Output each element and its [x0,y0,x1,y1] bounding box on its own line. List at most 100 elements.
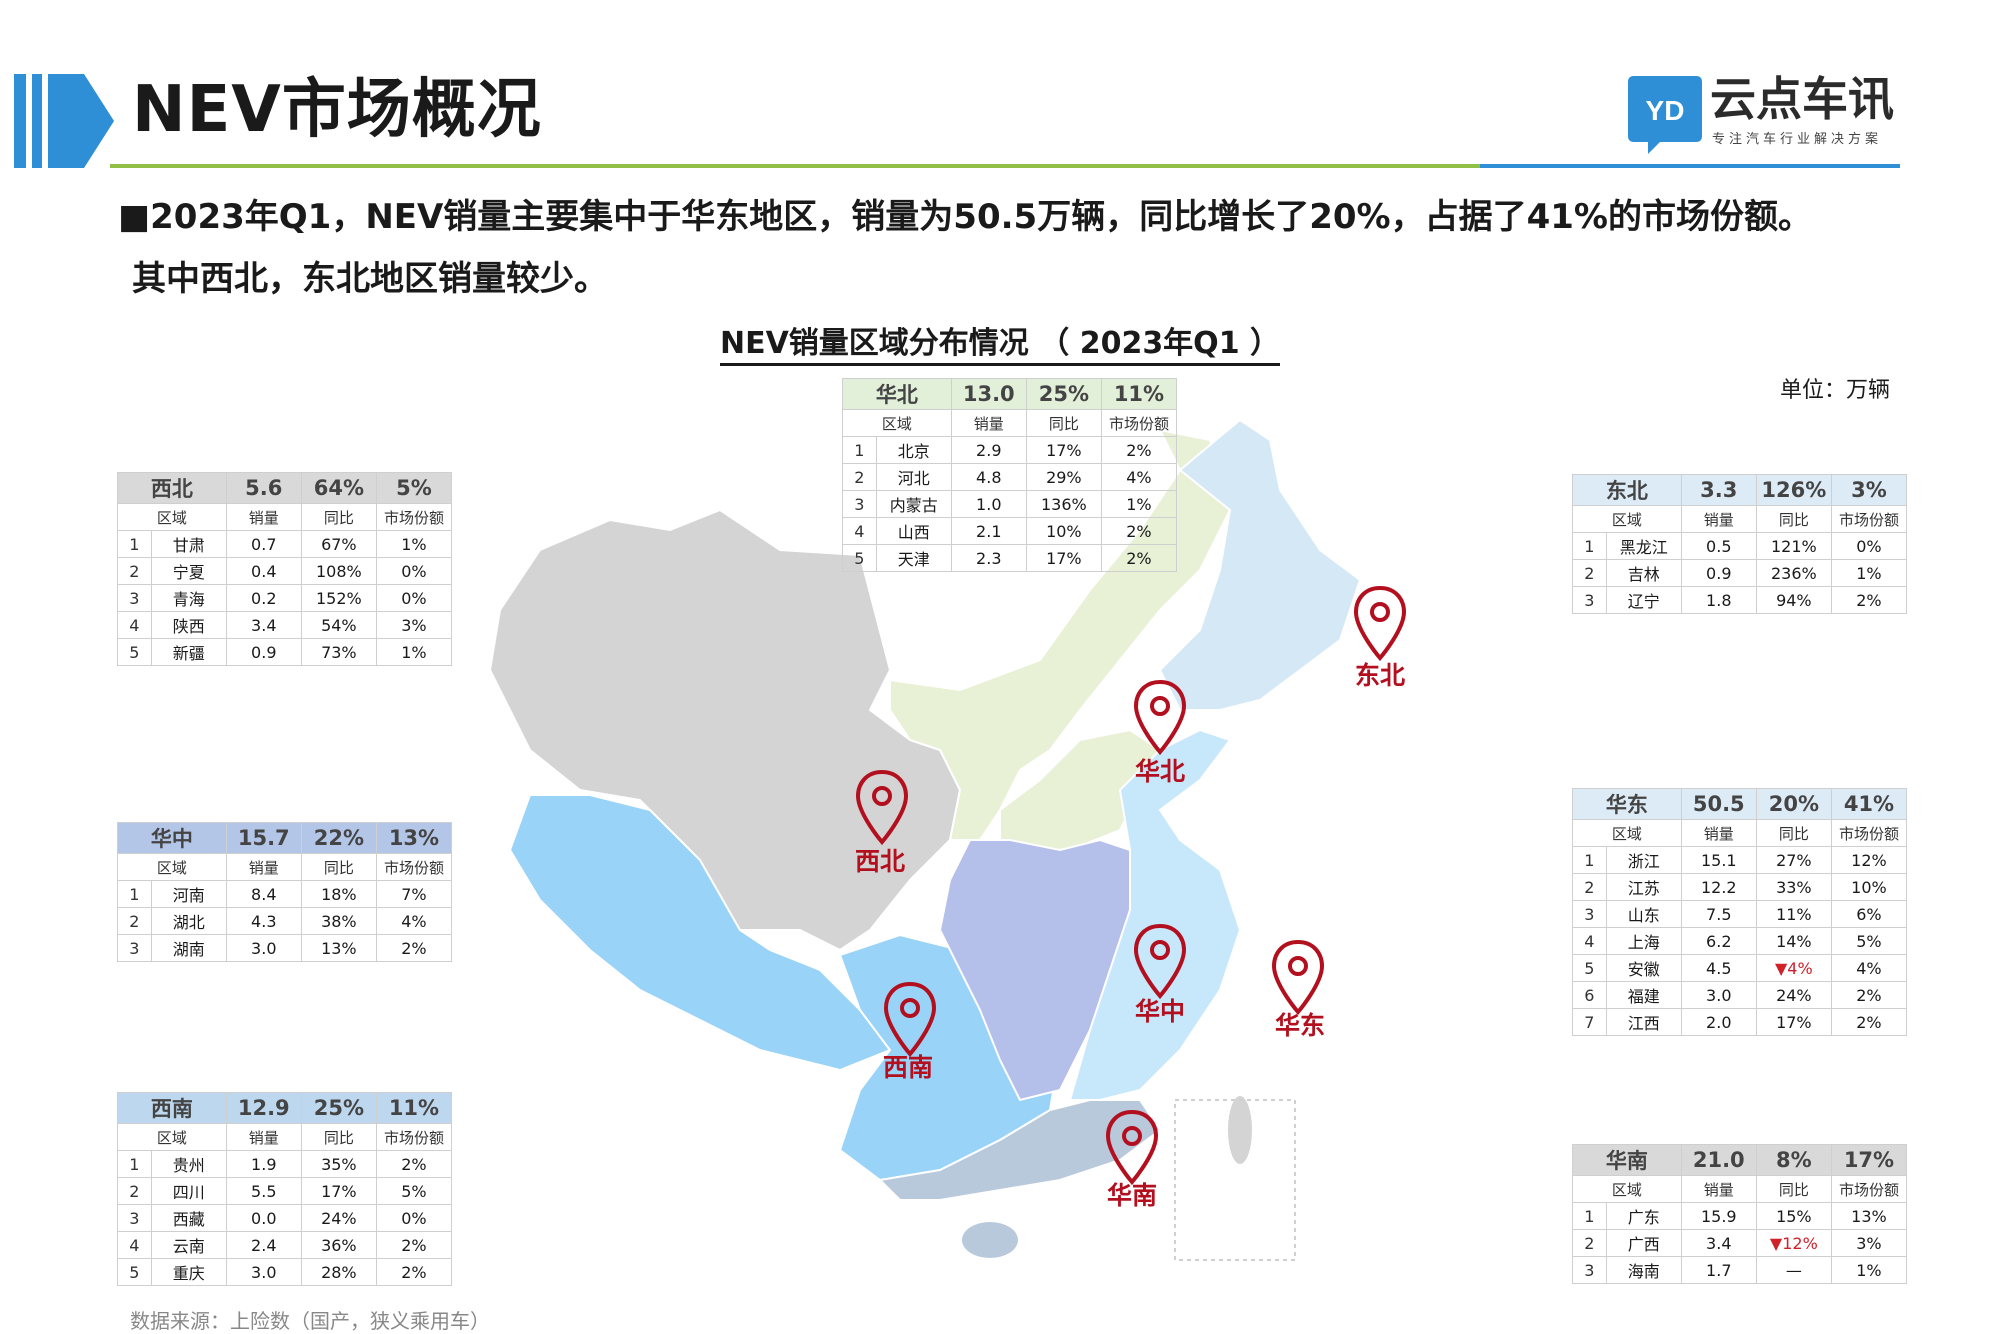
row-share: 5% [375,1177,453,1205]
row-share: 2% [375,1150,453,1178]
row-sales: 0.0 [225,1204,302,1232]
row-yoy: ▼12% [1755,1229,1832,1257]
region-summary-row: 华中 15.7 22% 13% [117,822,453,854]
col-share: 市场份额 [375,1123,453,1151]
row-share: 1% [375,530,453,558]
row-share: 1% [375,638,453,666]
region-share: 5% [375,472,453,504]
map-region-huanan [877,1099,1162,1201]
col-yoy: 同比 [300,503,377,531]
row-sales: 0.2 [225,584,302,612]
row-province: 辽宁 [1605,586,1682,614]
row-sales: 3.0 [225,1258,302,1286]
row-share: 2% [375,1231,453,1259]
row-yoy: 13% [300,934,377,962]
region-yoy: 20% [1755,788,1832,820]
row-share: 0% [1830,532,1908,560]
row-province: 青海 [150,584,227,612]
row-index: 5 [117,638,152,666]
row-province: 江苏 [1605,873,1682,901]
summary-line-2: 其中西北，东北地区销量较少。 [132,259,608,299]
row-index: 3 [1572,1256,1607,1284]
row-yoy: 36% [300,1231,377,1259]
row-share: 0% [375,557,453,585]
summary-line-1: ■2023年Q1，NEV销量主要集中于华东地区，销量为50.5万辆，同比增长了2… [118,197,1812,237]
row-share: 2% [375,1258,453,1286]
region-name: 华中 [117,822,227,854]
row-sales: 2.3 [950,544,1027,572]
col-yoy: 同比 [1755,1175,1832,1203]
row-share: 10% [1830,873,1908,901]
row-index: 6 [1572,981,1607,1009]
column-header-row: 区域 销量 同比 市场份额 [1572,1175,1908,1203]
col-share: 市场份额 [375,503,453,531]
row-yoy: 24% [300,1204,377,1232]
map-pin-icon-huazhong [1133,923,1187,1000]
map-label-huabei: 华北 [1134,757,1185,786]
region-yoy: 64% [300,472,377,504]
col-share: 市场份额 [1100,409,1178,437]
row-province: 西藏 [150,1204,227,1232]
row-sales: 3.0 [1680,981,1757,1009]
row-yoy: 29% [1025,463,1102,491]
row-share: 2% [1830,1008,1908,1036]
row-share: 4% [375,907,453,935]
region-summary-row: 西北 5.6 64% 5% [117,472,453,504]
col-sales: 销量 [225,853,302,881]
region-table-xinan: 西南 12.9 25% 11% 区域 销量 同比 市场份额 1 贵州 1.9 35% 2% 2 四川 5.5 1… [117,1092,453,1286]
row-index: 1 [1572,532,1607,560]
row-yoy: 17% [1025,436,1102,464]
row-province: 湖北 [150,907,227,935]
row-share: 3% [1830,1229,1908,1257]
table-row: 1 黑龙江 0.5 121% 0% [1572,532,1908,560]
map-pin-icon-huanan [1105,1109,1159,1186]
row-share: 1% [1100,490,1178,518]
row-index: 3 [117,934,152,962]
row-yoy: 14% [1755,927,1832,955]
row-province: 福建 [1605,981,1682,1009]
row-sales: 4.8 [950,463,1027,491]
row-index: 2 [842,463,877,491]
col-yoy: 同比 [300,853,377,881]
column-header-row: 区域 销量 同比 市场份额 [1572,819,1908,847]
row-province: 重庆 [150,1258,227,1286]
row-share: 4% [1100,463,1178,491]
region-share: 13% [375,822,453,854]
col-sales: 销量 [225,1123,302,1151]
region-summary-row: 东北 3.3 126% 3% [1572,474,1908,506]
row-share: 2% [1830,586,1908,614]
region-share: 3% [1830,474,1908,506]
table-row: 1 贵州 1.9 35% 2% [117,1150,453,1178]
row-index: 3 [842,490,877,518]
row-yoy: 236% [1755,559,1832,587]
row-yoy: 17% [1025,544,1102,572]
row-sales: 1.0 [950,490,1027,518]
map-island-taiwan [1228,1096,1252,1164]
map-pin-icon-xibei [855,769,909,846]
region-table-huazhong: 华中 15.7 22% 13% 区域 销量 同比 市场份额 1 河南 8.4 18% 7% 2 湖北 4.3 3… [117,822,453,962]
china-region-map [488,418,1362,1261]
row-index: 1 [842,436,877,464]
row-sales: 3.4 [1680,1229,1757,1257]
header-arrow-icon [14,74,114,168]
col-region: 区域 [117,503,227,531]
region-table-dongbei: 东北 3.3 126% 3% 区域 销量 同比 市场份额 1 黑龙江 0.5 121% 0% 2 吉林 0.9… [1572,474,1908,614]
table-row: 7 江西 2.0 17% 2% [1572,1008,1908,1036]
row-index: 1 [117,1150,152,1178]
region-summary-row: 华东 50.5 20% 41% [1572,788,1908,820]
row-yoy: 17% [1755,1008,1832,1036]
row-yoy: 94% [1755,586,1832,614]
row-share: 2% [375,934,453,962]
row-share: 5% [1830,927,1908,955]
col-yoy: 同比 [1025,409,1102,437]
row-province: 云南 [150,1231,227,1259]
row-sales: 1.8 [1680,586,1757,614]
row-sales: 15.1 [1680,846,1757,874]
row-share: 6% [1830,900,1908,928]
region-summary-row: 华南 21.0 8% 17% [1572,1144,1908,1176]
table-row: 1 甘肃 0.7 67% 1% [117,530,453,558]
row-index: 3 [1572,900,1607,928]
row-yoy: 33% [1755,873,1832,901]
map-region-xibei [488,508,962,952]
table-row: 3 山东 7.5 11% 6% [1572,900,1908,928]
